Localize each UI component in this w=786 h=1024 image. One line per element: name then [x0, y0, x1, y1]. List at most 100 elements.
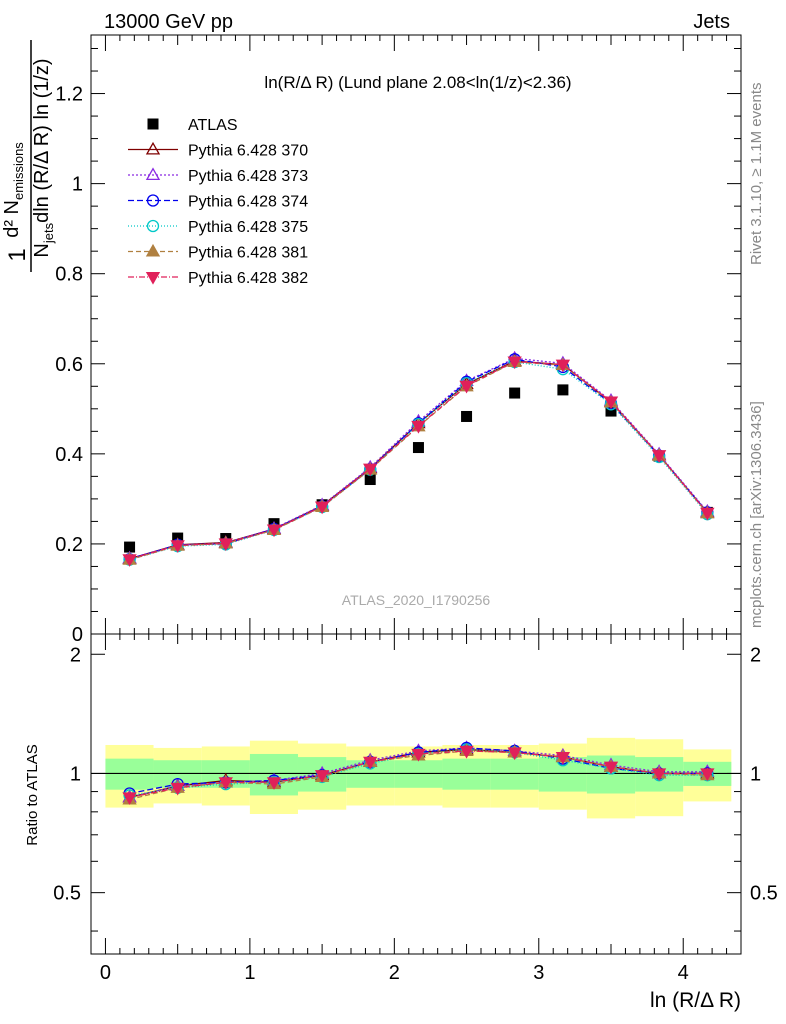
rivet-label: Rivet 3.1.10, ≥ 1.1M events: [748, 83, 765, 266]
legend-item: Pythia 6.428 370: [128, 141, 308, 160]
ratio-point: [507, 747, 522, 761]
xtick-label: 3: [533, 962, 544, 984]
main-ytick-label: 0.2: [55, 534, 83, 556]
svg-text:d² Nemissions: d² Nemissions: [1, 142, 26, 238]
ratio-ytick-label-right: 1: [750, 763, 761, 785]
legend-item: Pythia 6.428 381: [128, 243, 308, 262]
ratio-series-5: [122, 745, 715, 806]
chart-title: ln(R/Δ R) (Lund plane 2.08<ln(1/z)<2.36): [264, 73, 571, 92]
uncertainty-band-inner: [442, 758, 491, 790]
legend-label: Pythia 6.428 374: [188, 194, 308, 211]
legend-marker: [146, 194, 160, 207]
legend-label: Pythia 6.428 373: [188, 168, 308, 185]
uncertainty-band-inner: [105, 758, 154, 790]
series-3: [123, 353, 714, 566]
svg-text:Njetsdln (R/Δ R) ln (1/z): Njetsdln (R/Δ R) ln (1/z): [31, 58, 56, 257]
ylabel-dln: dln (R/Δ R) ln (1/z): [31, 58, 53, 223]
series-point: [363, 463, 378, 477]
xtick-label: 4: [678, 962, 689, 984]
data-point: [124, 541, 136, 553]
series-2: [122, 350, 715, 564]
data-point: [557, 384, 569, 396]
ylabel-emissions: emissions: [11, 142, 26, 200]
series-4: [123, 355, 714, 566]
main-panel: 0 0.2 0.4 0.6 0.8 1 1.2: [55, 34, 742, 646]
data-point: [461, 410, 473, 422]
legend-label: Pythia 6.428 381: [188, 245, 308, 262]
ylabel-jets: jets: [41, 222, 56, 244]
data-point: [412, 442, 424, 454]
legend-label: Pythia 6.428 375: [188, 219, 308, 236]
ratio-ytick-label: 1: [70, 763, 81, 785]
series-0: [124, 384, 713, 553]
ratio-point: [459, 745, 474, 759]
legend-label: Pythia 6.428 370: [188, 143, 308, 160]
series-point: [603, 396, 619, 410]
ratio-point: [314, 770, 330, 783]
series-point: [651, 450, 667, 463]
data-point: [364, 474, 376, 486]
series-point: [507, 356, 522, 370]
legend-marker: [147, 118, 159, 130]
ylabel-one: 1: [4, 248, 31, 261]
ratio-ytick-label: 2: [70, 644, 81, 666]
series-5: [122, 354, 715, 565]
main-ytick-label: 1: [72, 174, 83, 196]
legend-label: ATLAS: [188, 117, 238, 134]
series-line: [129, 361, 708, 561]
header-right: Jets: [693, 11, 730, 33]
series-line: [129, 360, 708, 560]
series-line: [129, 360, 708, 560]
series-point: [555, 359, 571, 373]
series-point: [170, 540, 185, 553]
main-ytick-label: 0.8: [55, 264, 83, 286]
legend-marker: [146, 219, 160, 233]
ratio-frame: [90, 633, 742, 955]
x-axis-label: ln (R/Δ R): [650, 989, 741, 1012]
legend-marker: [145, 141, 161, 155]
ratio-point: [603, 761, 619, 775]
series-line: [129, 361, 708, 561]
analysis-watermark: ATLAS_2020_I1790256: [342, 592, 491, 608]
series-line: [129, 357, 708, 559]
legend: ATLAS Pythia 6.428 370 Pythia 6.428 373 Pyt…: [128, 117, 308, 287]
legend-marker: [145, 243, 161, 257]
series-point: [314, 501, 330, 515]
ratio-point: [218, 777, 233, 790]
ratio-point: [700, 768, 715, 782]
ratio-point: [555, 752, 571, 765]
main-ytick-label: 0.6: [55, 354, 83, 376]
header-left: 13000 GeV pp: [104, 11, 233, 33]
ratio-point: [363, 756, 378, 770]
main-ytick-label: 1.2: [55, 84, 83, 106]
xtick-label: 2: [389, 962, 400, 984]
series-point: [700, 507, 715, 521]
ylabel-d2: d² N: [1, 200, 23, 238]
series-point: [459, 380, 474, 394]
main-ylabel: 1 d² Nemissions Njetsdln (R/Δ R) ln (1/z…: [1, 40, 56, 272]
legend-item: Pythia 6.428 382: [128, 270, 308, 287]
xtick-label: 0: [100, 962, 111, 984]
mcplots-label: mcplots.cern.ch [arXiv:1306.3436]: [748, 401, 765, 628]
series-point: [218, 538, 233, 552]
series-point: [266, 524, 282, 538]
legend-item: ATLAS: [147, 117, 238, 134]
ratio-point: [651, 768, 667, 782]
series-1: [122, 353, 715, 564]
ratio-ytick-label: 0.5: [53, 883, 81, 905]
legend-marker: [145, 271, 161, 285]
uncertainty-band-inner: [490, 758, 539, 790]
ratio-point: [122, 792, 137, 806]
main-ytick-label: 0: [72, 624, 83, 646]
series-line: [129, 358, 708, 560]
ratio-ytick-label-right: 2: [750, 644, 761, 666]
series-6: [122, 356, 715, 567]
ratio-point: [266, 777, 282, 790]
ratio-ytick-label-right: 0.5: [750, 883, 778, 905]
xtick-label: 1: [244, 962, 255, 984]
data-point: [605, 405, 617, 417]
legend-label: Pythia 6.428 382: [188, 270, 308, 287]
ratio-ylabel: Ratio to ATLAS: [24, 744, 41, 845]
series-point: [122, 554, 137, 567]
